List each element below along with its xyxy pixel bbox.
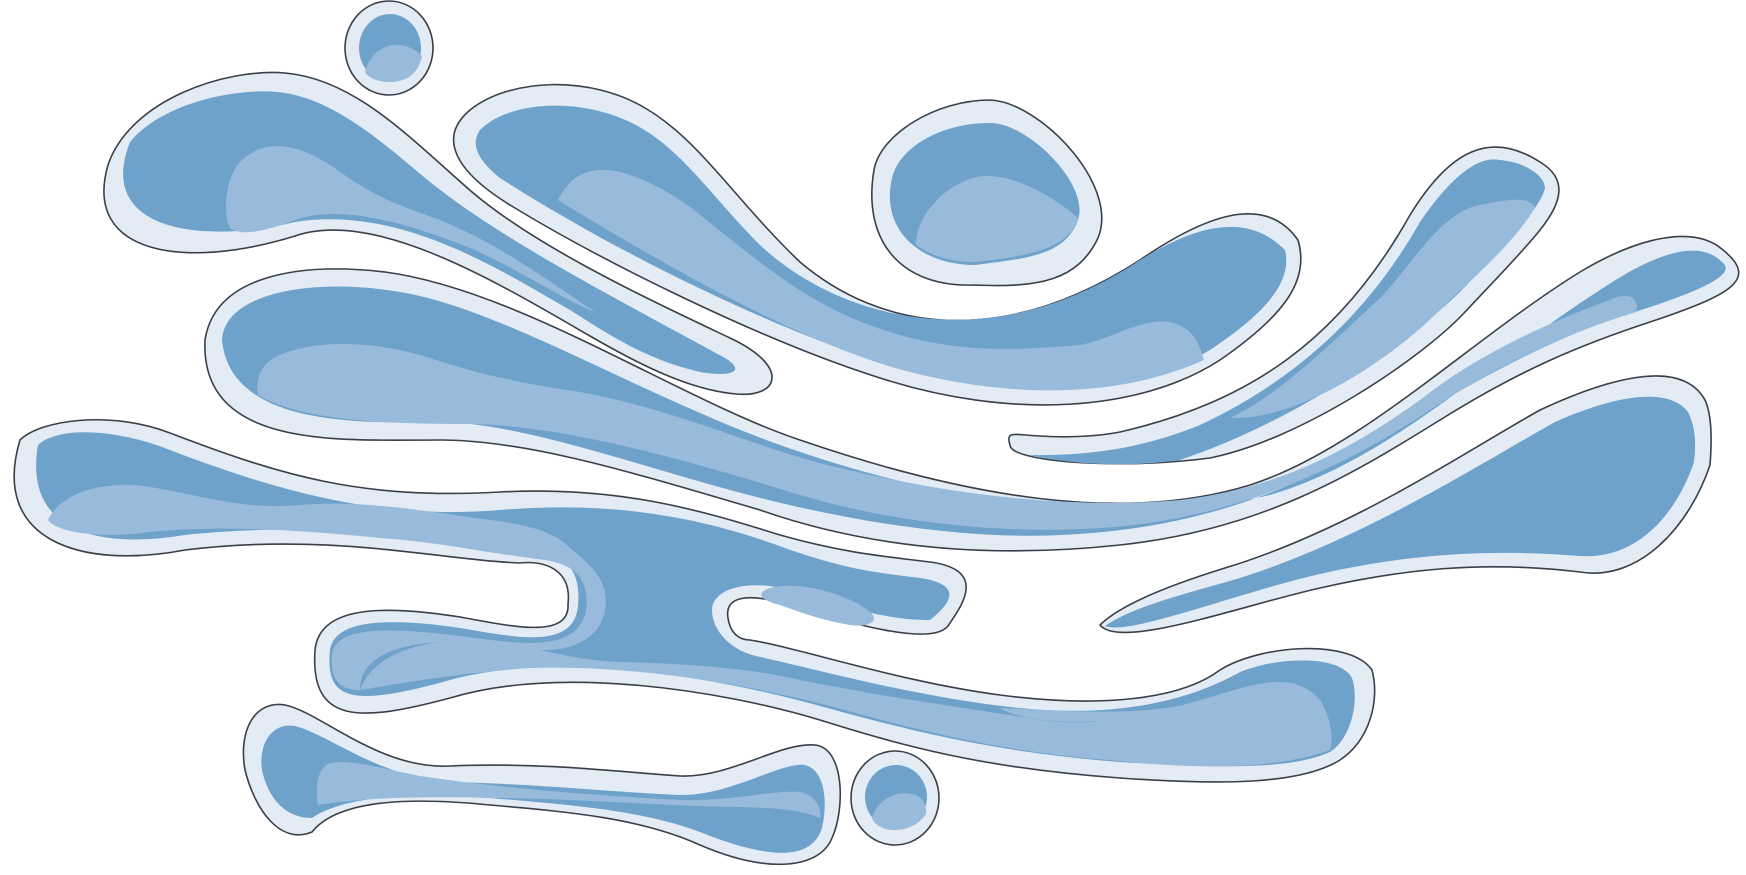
drop-bottom-right [1099,375,1712,634]
droplet-top [344,0,434,96]
swoosh-upper-left [103,71,773,396]
droplet-bottom [850,750,940,846]
droplet-center [871,99,1103,287]
wave-bottom-s [13,418,1376,783]
wave-bottom-left [242,703,842,866]
swoosh-upper-center [452,83,1302,406]
swoosh-right-arc [1008,146,1560,465]
wave-middle-long [204,235,1740,552]
